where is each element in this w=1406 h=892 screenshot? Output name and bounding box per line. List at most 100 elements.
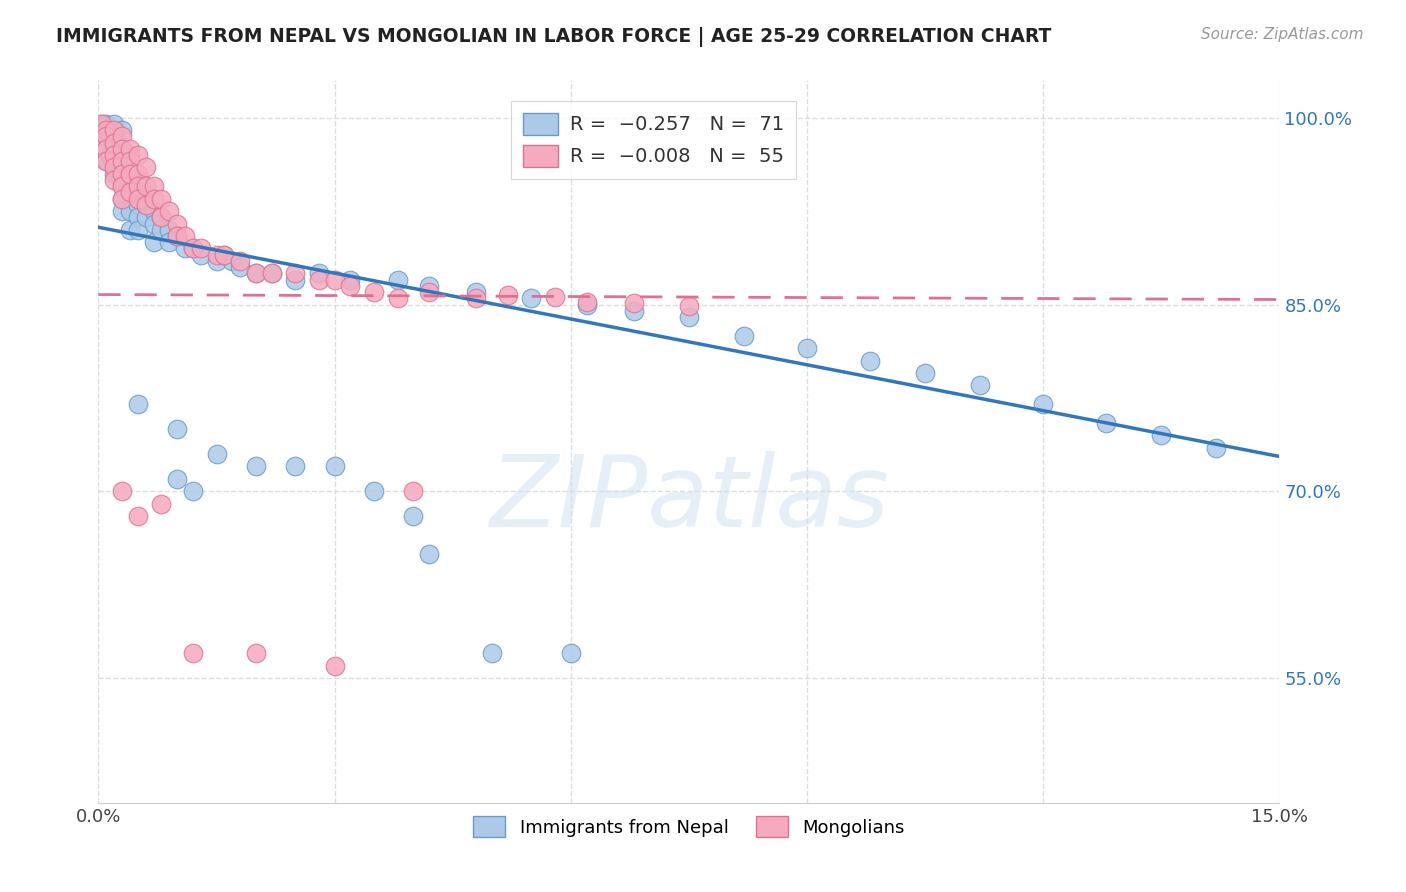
Point bbox=[111, 484, 134, 499]
Point bbox=[150, 223, 173, 237]
Point bbox=[118, 223, 141, 237]
Point bbox=[96, 154, 118, 169]
Point bbox=[111, 142, 134, 156]
Point bbox=[418, 547, 440, 561]
Point bbox=[245, 459, 267, 474]
Text: ZIPatlas: ZIPatlas bbox=[489, 450, 889, 548]
Point bbox=[96, 129, 118, 144]
Point bbox=[103, 142, 125, 156]
Point bbox=[127, 192, 149, 206]
Point bbox=[560, 646, 582, 660]
Point bbox=[135, 198, 157, 212]
Point bbox=[308, 272, 330, 286]
Point bbox=[166, 229, 188, 244]
Point bbox=[111, 142, 134, 156]
Text: IMMIGRANTS FROM NEPAL VS MONGOLIAN IN LABOR FORCE | AGE 25-29 CORRELATION CHART: IMMIGRANTS FROM NEPAL VS MONGOLIAN IN LA… bbox=[56, 27, 1052, 46]
Point bbox=[127, 198, 149, 212]
Point bbox=[181, 242, 204, 256]
Point bbox=[363, 285, 385, 299]
Point bbox=[245, 646, 267, 660]
Point bbox=[150, 192, 173, 206]
Point bbox=[796, 341, 818, 355]
Point bbox=[387, 272, 409, 286]
Point bbox=[127, 179, 149, 194]
Point bbox=[418, 278, 440, 293]
Point bbox=[118, 148, 141, 162]
Point bbox=[190, 248, 212, 262]
Point bbox=[229, 260, 252, 274]
Point bbox=[260, 266, 283, 280]
Point bbox=[174, 242, 197, 256]
Point bbox=[496, 287, 519, 301]
Point bbox=[103, 154, 125, 169]
Point bbox=[103, 129, 125, 144]
Point bbox=[969, 378, 991, 392]
Point bbox=[135, 211, 157, 225]
Point bbox=[181, 242, 204, 256]
Point bbox=[127, 148, 149, 162]
Point bbox=[111, 123, 134, 137]
Point bbox=[465, 285, 488, 299]
Point bbox=[118, 186, 141, 200]
Point bbox=[1205, 441, 1227, 455]
Point bbox=[111, 179, 134, 194]
Point bbox=[214, 248, 236, 262]
Point bbox=[623, 296, 645, 310]
Point bbox=[127, 173, 149, 187]
Point bbox=[127, 186, 149, 200]
Point bbox=[1150, 428, 1173, 442]
Point bbox=[308, 266, 330, 280]
Point bbox=[98, 148, 121, 162]
Point bbox=[544, 290, 567, 304]
Point bbox=[157, 204, 180, 219]
Point bbox=[245, 266, 267, 280]
Point bbox=[111, 167, 134, 181]
Point bbox=[205, 447, 228, 461]
Point bbox=[91, 117, 114, 131]
Point bbox=[96, 142, 118, 156]
Point bbox=[135, 198, 157, 212]
Point bbox=[142, 235, 165, 250]
Point bbox=[142, 192, 165, 206]
Point bbox=[1095, 416, 1118, 430]
Point bbox=[418, 285, 440, 299]
Point bbox=[96, 129, 118, 144]
Point bbox=[1032, 397, 1054, 411]
Point bbox=[363, 484, 385, 499]
Point bbox=[150, 211, 173, 225]
Point bbox=[111, 179, 134, 194]
Point bbox=[575, 297, 598, 311]
Point bbox=[150, 211, 173, 225]
Point bbox=[103, 167, 125, 181]
Point bbox=[111, 129, 134, 144]
Point bbox=[142, 217, 165, 231]
Point bbox=[205, 253, 228, 268]
Point bbox=[118, 167, 141, 181]
Point bbox=[733, 328, 755, 343]
Point bbox=[127, 397, 149, 411]
Point bbox=[111, 204, 134, 219]
Point bbox=[166, 229, 188, 244]
Point bbox=[214, 248, 236, 262]
Point bbox=[678, 310, 700, 324]
Point bbox=[103, 136, 125, 150]
Point bbox=[402, 484, 425, 499]
Point bbox=[118, 204, 141, 219]
Point bbox=[914, 366, 936, 380]
Point bbox=[98, 123, 121, 137]
Point bbox=[339, 278, 361, 293]
Point bbox=[284, 272, 307, 286]
Point bbox=[103, 123, 125, 137]
Text: Source: ZipAtlas.com: Source: ZipAtlas.com bbox=[1201, 27, 1364, 42]
Point bbox=[118, 154, 141, 169]
Point bbox=[387, 291, 409, 305]
Point bbox=[166, 422, 188, 436]
Point bbox=[284, 266, 307, 280]
Point bbox=[157, 223, 180, 237]
Point bbox=[190, 242, 212, 256]
Point bbox=[150, 497, 173, 511]
Point bbox=[465, 291, 488, 305]
Point bbox=[118, 167, 141, 181]
Point bbox=[127, 223, 149, 237]
Point bbox=[103, 161, 125, 175]
